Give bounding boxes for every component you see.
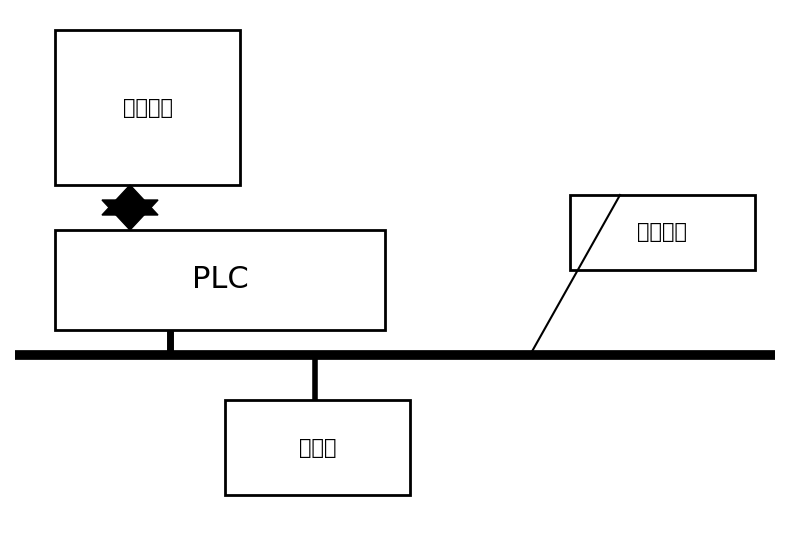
Bar xyxy=(225,400,410,495)
Text: 现场总线: 现场总线 xyxy=(638,223,687,242)
Text: 人机界面: 人机界面 xyxy=(122,98,173,117)
Bar xyxy=(570,195,755,270)
Text: 编码器: 编码器 xyxy=(298,437,336,458)
Bar xyxy=(55,30,240,185)
Polygon shape xyxy=(102,200,158,230)
Polygon shape xyxy=(102,185,158,215)
Bar xyxy=(55,230,385,330)
Text: PLC: PLC xyxy=(192,265,248,294)
